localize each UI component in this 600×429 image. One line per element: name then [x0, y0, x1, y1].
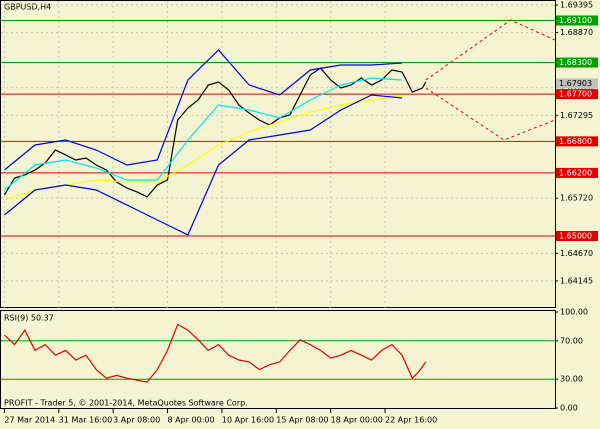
x-tick-label: 10 Apr 16:00	[222, 416, 274, 425]
x-tick-label: 3 Apr 08:00	[113, 416, 160, 425]
series-line	[3, 323, 427, 383]
y-tick-label: 1.68870	[560, 28, 593, 37]
level-label-box	[556, 136, 598, 147]
series-line	[4, 49, 403, 171]
x-tick-label: 31 Mar 16:00	[59, 416, 112, 425]
chart-title: GBPUSD,H4	[4, 3, 51, 12]
x-tick-label: 27 Mar 2014	[4, 416, 55, 425]
level-label-box	[556, 89, 598, 100]
level-label-box	[556, 15, 598, 26]
series-line	[4, 95, 403, 201]
level-label: 1.69100	[559, 16, 592, 25]
y-tick-label: 1.69395	[560, 0, 593, 9]
level-label: 1.66200	[559, 168, 592, 177]
footer: PROFIT - Trader 5, © 2001-2014, MetaQuot…	[4, 399, 248, 408]
level-label: 1.66800	[559, 137, 592, 146]
level-label: 1.67700	[559, 90, 592, 99]
y-tick-label: 1.64670	[560, 249, 593, 258]
level-label-box	[556, 230, 598, 241]
series-line	[4, 77, 403, 191]
level-label: 1.65000	[559, 231, 592, 240]
x-tick-label: 22 Apr 16:00	[385, 416, 437, 425]
level-label: 1.68300	[559, 58, 592, 67]
series-line	[3, 67, 427, 198]
price-label-box	[556, 78, 598, 89]
x-tick-label: 18 Apr 00:00	[331, 416, 383, 425]
rsi-frame	[0, 310, 556, 409]
y-tick-label: 30.00	[560, 375, 583, 384]
x-tick-label: 15 Apr 08:00	[276, 416, 328, 425]
level-label-box	[556, 167, 598, 178]
y-tick-label: 0.00	[560, 404, 578, 413]
series-line	[425, 19, 556, 81]
rsi-title: RSI(9) 50.37	[4, 314, 54, 323]
level-label-box	[556, 57, 598, 68]
y-tick-label: 1.65720	[560, 194, 593, 203]
series-line	[425, 87, 556, 141]
x-tick-label: 8 Apr 00:00	[168, 416, 215, 425]
price-label: 1.67903	[559, 79, 592, 88]
y-tick-label: 70.00	[560, 336, 583, 345]
y-tick-label: 1.64145	[560, 276, 593, 285]
main-frame	[0, 0, 556, 308]
y-tick-label: 100.00	[560, 308, 588, 317]
series-line	[4, 94, 403, 236]
y-tick-label: 1.67295	[560, 111, 593, 120]
